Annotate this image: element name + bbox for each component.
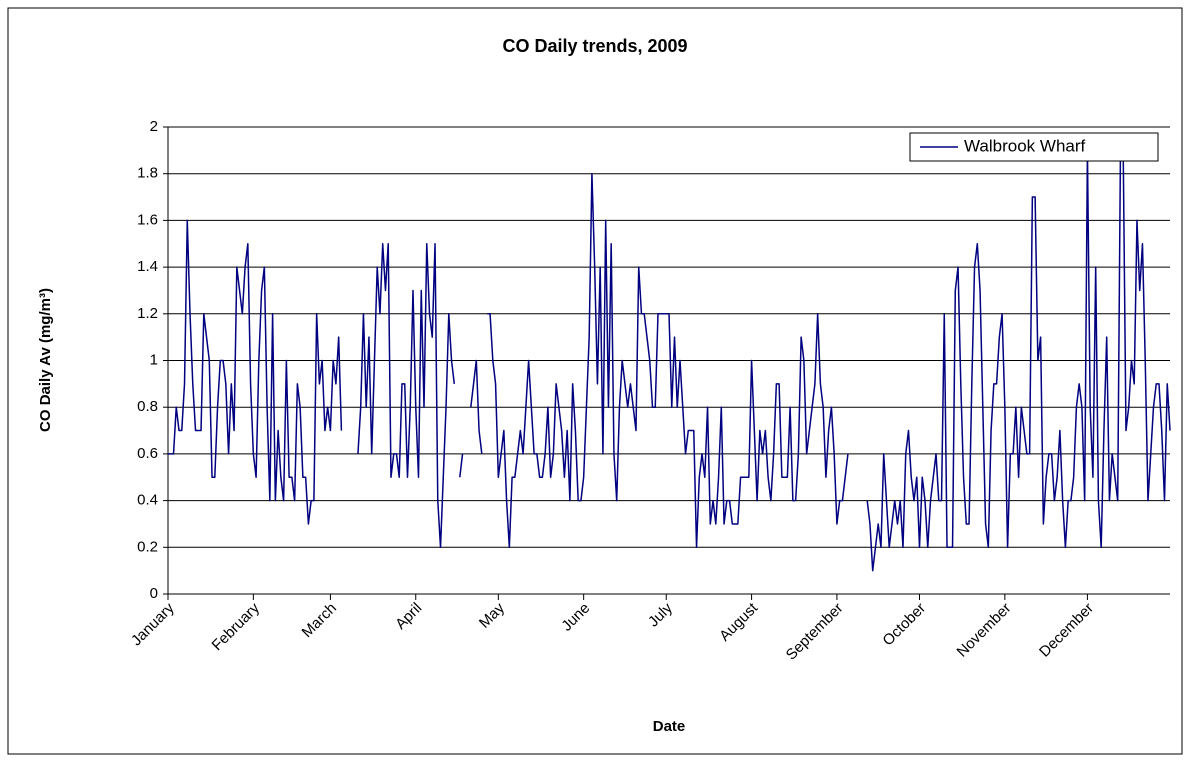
y-tick-label: 0.4 xyxy=(137,492,158,509)
y-tick-label: 1.8 xyxy=(137,165,158,182)
y-axis-label: CO Daily Av (mg/m³) xyxy=(37,288,54,432)
y-tick-label: 2 xyxy=(150,118,158,135)
y-tick-label: 1.2 xyxy=(137,305,158,322)
legend-label: Walbrook Wharf xyxy=(964,136,1086,155)
x-axis-label: Date xyxy=(653,718,686,735)
data-line xyxy=(168,149,1171,572)
y-tick-label: 0.2 xyxy=(137,538,158,555)
y-tick-label: 0.6 xyxy=(137,445,158,462)
y-tick-label: 0 xyxy=(150,585,158,602)
y-tick-label: 1 xyxy=(150,351,158,368)
y-tick-label: 1.4 xyxy=(137,258,158,275)
y-tick-label: 0.8 xyxy=(137,398,158,415)
chart-title: CO Daily trends, 2009 xyxy=(502,36,687,56)
chart-border xyxy=(7,7,1183,755)
y-tick-label: 1.6 xyxy=(137,211,158,228)
